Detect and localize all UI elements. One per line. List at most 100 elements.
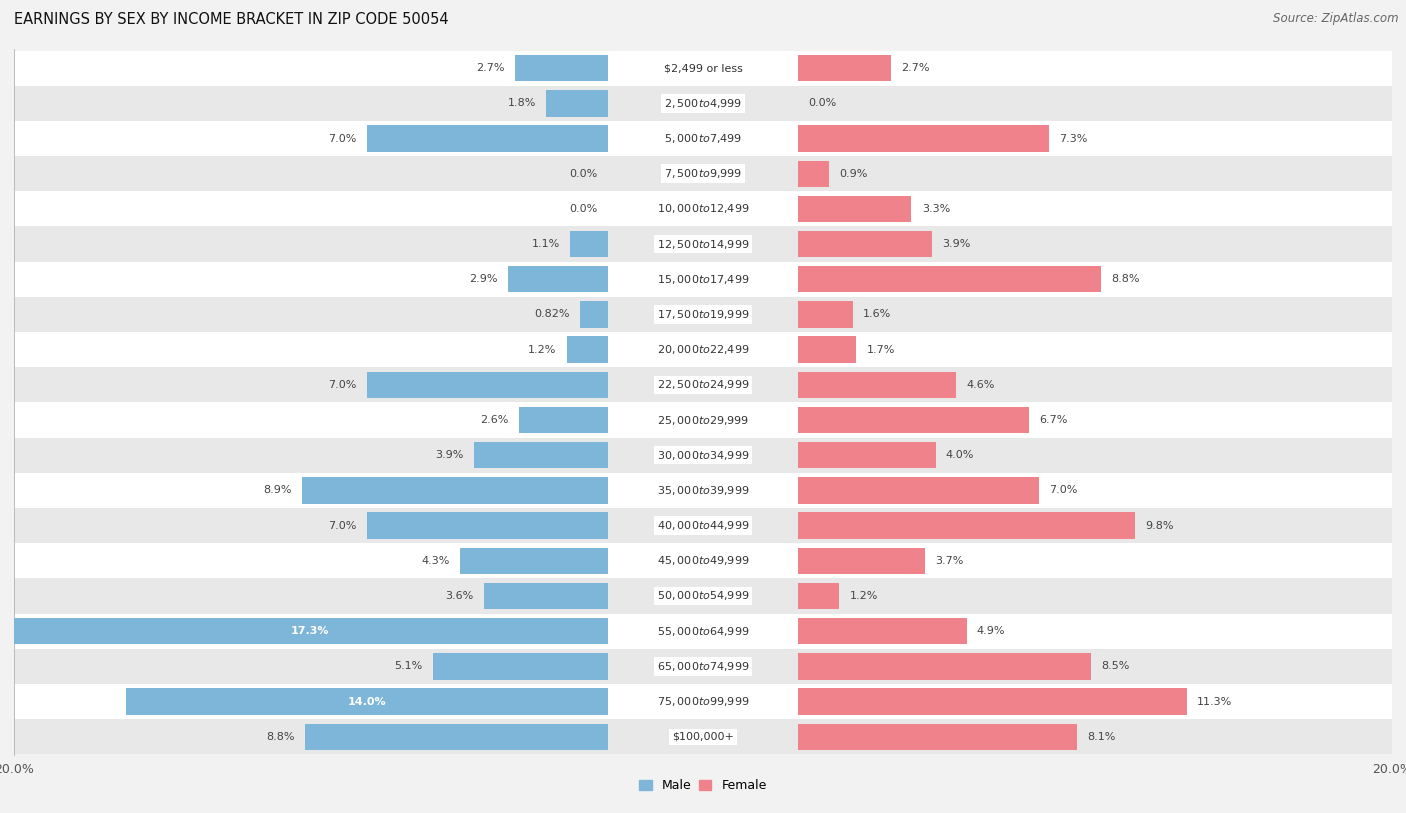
Text: 8.5%: 8.5% <box>1101 661 1129 672</box>
Text: 6.7%: 6.7% <box>1039 415 1067 425</box>
Text: 3.9%: 3.9% <box>436 450 464 460</box>
Bar <box>797 724 1077 750</box>
Text: 7.0%: 7.0% <box>1049 485 1077 495</box>
Text: 3.6%: 3.6% <box>446 591 474 601</box>
Text: 1.2%: 1.2% <box>849 591 877 601</box>
Text: 3.3%: 3.3% <box>922 204 950 214</box>
Bar <box>14 684 1392 720</box>
Bar <box>797 689 1187 715</box>
Text: 8.1%: 8.1% <box>1087 732 1115 741</box>
Text: $12,500 to $14,999: $12,500 to $14,999 <box>657 237 749 250</box>
Legend: Male, Female: Male, Female <box>640 780 766 793</box>
Text: 2.7%: 2.7% <box>477 63 505 73</box>
Text: $15,000 to $17,499: $15,000 to $17,499 <box>657 273 749 286</box>
Text: $7,500 to $9,999: $7,500 to $9,999 <box>664 167 742 180</box>
Text: Source: ZipAtlas.com: Source: ZipAtlas.com <box>1274 12 1399 25</box>
Text: 9.8%: 9.8% <box>1146 520 1174 531</box>
Text: 2.7%: 2.7% <box>901 63 929 73</box>
Text: 1.7%: 1.7% <box>866 345 896 354</box>
Bar <box>797 337 856 363</box>
Bar <box>14 227 1392 262</box>
Bar <box>797 653 1091 680</box>
Bar <box>14 720 1392 754</box>
Bar <box>797 160 828 187</box>
Bar <box>14 50 1392 85</box>
Bar <box>460 548 609 574</box>
Text: $2,499 or less: $2,499 or less <box>664 63 742 73</box>
Text: 7.0%: 7.0% <box>329 520 357 531</box>
Text: $5,000 to $7,499: $5,000 to $7,499 <box>664 132 742 145</box>
Bar <box>797 231 932 257</box>
Text: 7.0%: 7.0% <box>329 380 357 390</box>
Bar <box>367 125 609 152</box>
Text: $2,500 to $4,999: $2,500 to $4,999 <box>664 97 742 110</box>
Bar <box>547 90 609 116</box>
Bar <box>367 372 609 398</box>
Text: 8.9%: 8.9% <box>263 485 291 495</box>
Bar <box>797 302 853 328</box>
Bar <box>14 297 1392 332</box>
Text: $65,000 to $74,999: $65,000 to $74,999 <box>657 660 749 673</box>
Text: 4.6%: 4.6% <box>966 380 995 390</box>
Bar <box>797 442 935 468</box>
Bar <box>581 302 609 328</box>
Bar <box>797 125 1049 152</box>
Text: 7.3%: 7.3% <box>1060 133 1088 144</box>
Bar <box>14 402 1392 437</box>
Text: EARNINGS BY SEX BY INCOME BRACKET IN ZIP CODE 50054: EARNINGS BY SEX BY INCOME BRACKET IN ZIP… <box>14 12 449 27</box>
Text: 2.6%: 2.6% <box>479 415 509 425</box>
Bar <box>14 121 1392 156</box>
Bar <box>14 191 1392 227</box>
Bar <box>14 332 1392 367</box>
Bar <box>14 437 1392 473</box>
Bar <box>14 614 1392 649</box>
Text: 7.0%: 7.0% <box>329 133 357 144</box>
Text: $10,000 to $12,499: $10,000 to $12,499 <box>657 202 749 215</box>
Bar <box>367 512 609 539</box>
Text: 8.8%: 8.8% <box>266 732 295 741</box>
Text: 2.9%: 2.9% <box>470 274 498 285</box>
Bar <box>474 442 609 468</box>
Text: 0.0%: 0.0% <box>569 204 598 214</box>
Bar <box>571 231 609 257</box>
Bar <box>797 512 1135 539</box>
Text: $45,000 to $49,999: $45,000 to $49,999 <box>657 554 749 567</box>
Text: $50,000 to $54,999: $50,000 to $54,999 <box>657 589 749 602</box>
Bar <box>14 543 1392 578</box>
Text: 8.8%: 8.8% <box>1111 274 1140 285</box>
Text: $35,000 to $39,999: $35,000 to $39,999 <box>657 484 749 497</box>
Bar <box>14 473 1392 508</box>
Bar <box>14 578 1392 614</box>
Bar <box>797 583 839 609</box>
Text: 4.3%: 4.3% <box>422 556 450 566</box>
Bar <box>14 262 1392 297</box>
Bar <box>14 85 1392 121</box>
Text: 0.9%: 0.9% <box>839 169 868 179</box>
Text: $75,000 to $99,999: $75,000 to $99,999 <box>657 695 749 708</box>
Text: 4.0%: 4.0% <box>946 450 974 460</box>
Bar <box>797 55 891 81</box>
Text: 3.9%: 3.9% <box>942 239 970 249</box>
Bar <box>797 548 925 574</box>
Bar <box>14 649 1392 684</box>
Text: 0.0%: 0.0% <box>569 169 598 179</box>
Bar <box>14 367 1392 402</box>
Bar <box>509 266 609 293</box>
Text: 11.3%: 11.3% <box>1198 697 1233 706</box>
Text: 1.6%: 1.6% <box>863 310 891 320</box>
Text: 0.82%: 0.82% <box>534 310 569 320</box>
Bar <box>567 337 609 363</box>
Bar <box>797 196 911 222</box>
Bar <box>127 689 609 715</box>
Text: $30,000 to $34,999: $30,000 to $34,999 <box>657 449 749 462</box>
Bar <box>515 55 609 81</box>
Bar <box>797 266 1101 293</box>
Text: $22,500 to $24,999: $22,500 to $24,999 <box>657 378 749 391</box>
Bar <box>519 406 609 433</box>
Text: $100,000+: $100,000+ <box>672 732 734 741</box>
Bar <box>797 406 1029 433</box>
Bar <box>302 477 609 503</box>
Bar <box>484 583 609 609</box>
Bar <box>797 477 1039 503</box>
Bar <box>433 653 609 680</box>
